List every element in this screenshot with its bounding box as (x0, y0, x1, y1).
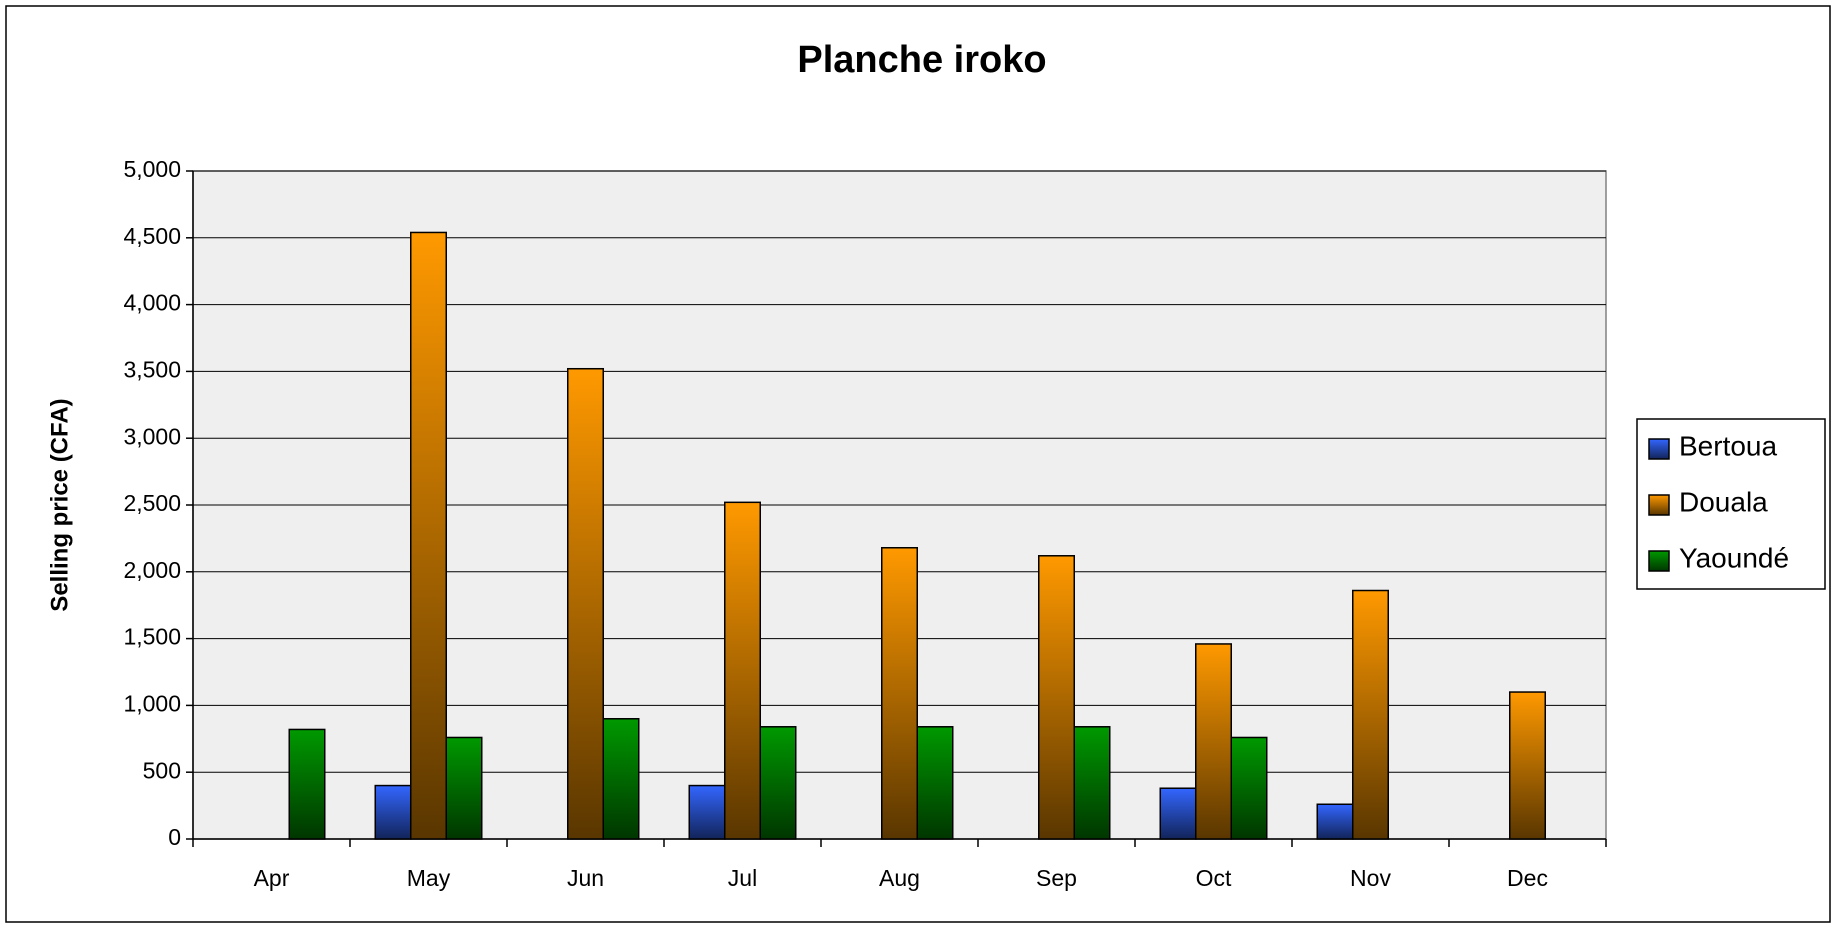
legend-label: Yaoundé (1679, 542, 1789, 573)
x-tick-label: Jun (567, 865, 604, 891)
bar (410, 231, 447, 840)
chart-title: Planche iroko (797, 39, 1046, 81)
bar (1352, 589, 1389, 840)
bar (688, 784, 726, 840)
bar (1316, 803, 1354, 840)
y-tick-label: 500 (143, 757, 181, 783)
bar (567, 367, 604, 840)
legend-swatch (1648, 494, 1670, 516)
bar (1159, 787, 1197, 840)
x-tick-label: Aug (879, 865, 920, 891)
y-tick-label: 3,000 (123, 423, 181, 449)
x-tick-label: Sep (1036, 865, 1077, 891)
bar (1195, 643, 1232, 840)
y-tick-label: 4,000 (123, 290, 181, 316)
y-tick-label: 2,500 (123, 490, 181, 516)
bar (374, 784, 412, 840)
legend-swatch (1648, 438, 1670, 460)
bar (916, 726, 954, 840)
bar (445, 736, 483, 840)
bar (724, 501, 761, 840)
bar (602, 718, 640, 840)
y-tick-label: 1,500 (123, 624, 181, 650)
legend-label: Bertoua (1679, 430, 1777, 461)
y-axis-label: Selling price (CFA) (46, 398, 73, 611)
x-tick-label: Oct (1196, 865, 1232, 891)
x-tick-label: May (407, 865, 451, 891)
y-tick-label: 2,000 (123, 557, 181, 583)
y-tick-label: 3,500 (123, 356, 181, 382)
x-tick-label: Jul (728, 865, 757, 891)
y-tick-label: 5,000 (123, 156, 181, 182)
bar (1073, 726, 1111, 840)
y-tick-label: 4,500 (123, 223, 181, 249)
bar (1038, 555, 1075, 840)
legend-label: Douala (1679, 486, 1768, 517)
y-tick-label: 0 (168, 824, 181, 850)
bar (881, 547, 918, 840)
x-tick-label: Apr (254, 865, 290, 891)
legend-swatch (1648, 550, 1670, 572)
bar (288, 728, 326, 840)
bar (1509, 691, 1546, 840)
bar (1230, 736, 1268, 840)
x-tick-label: Dec (1507, 865, 1548, 891)
y-tick-label: 1,000 (123, 690, 181, 716)
x-tick-label: Nov (1350, 865, 1391, 891)
bar (759, 726, 797, 840)
